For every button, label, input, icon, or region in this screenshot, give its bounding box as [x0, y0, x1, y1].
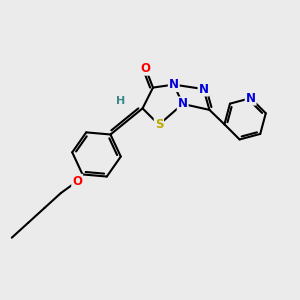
Text: H: H	[116, 96, 125, 106]
Text: O: O	[140, 62, 151, 75]
Text: N: N	[178, 98, 188, 110]
Text: N: N	[169, 78, 179, 91]
Text: N: N	[199, 82, 208, 96]
Text: N: N	[246, 92, 256, 105]
Text: S: S	[155, 118, 163, 131]
Text: O: O	[72, 175, 82, 188]
